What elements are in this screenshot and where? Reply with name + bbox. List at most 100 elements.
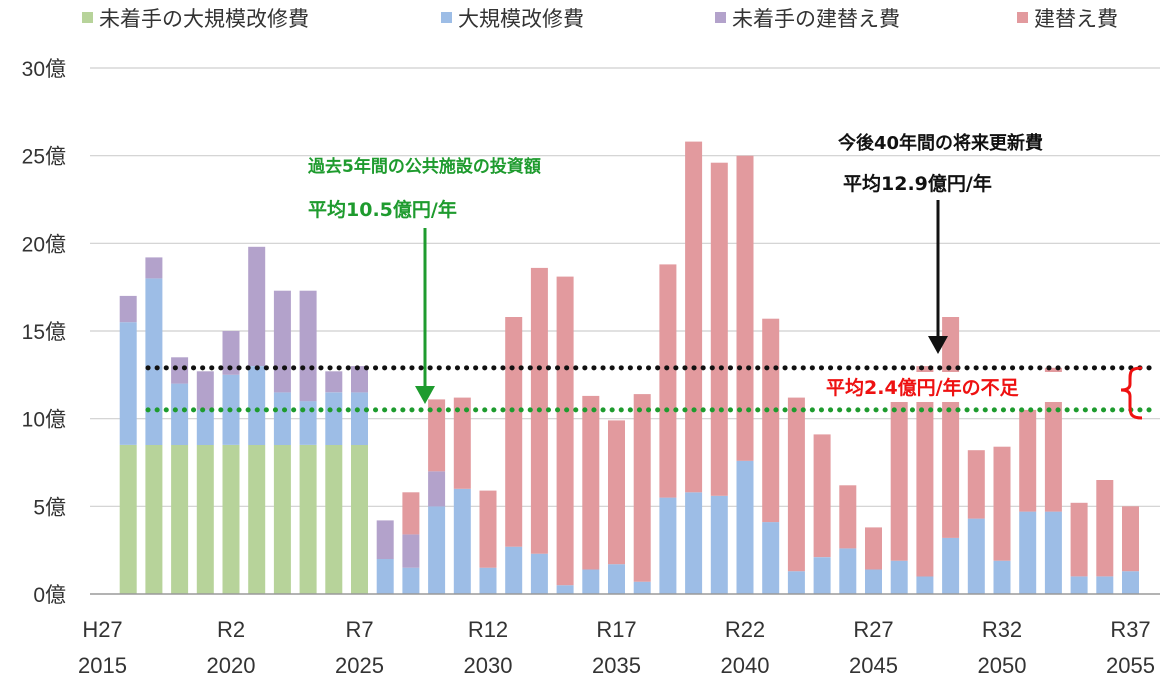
bar-segment <box>787 571 805 594</box>
gridlines <box>90 67 1160 507</box>
annotation-green-title: 過去5年間の公共施設の投資額 <box>308 156 541 177</box>
x-axis-ticks: H27 2015 R2 2020 R7 2025 R12 2030 R17 2035 R22 2040… <box>78 617 1155 678</box>
gap-brace-icon <box>1120 366 1143 420</box>
legend: 未着手の大規模改修費 大規模改修費 未着手の建替え費 建替え費 <box>82 7 1118 31</box>
bar-segment <box>1070 502 1088 577</box>
bar-segment <box>710 495 728 594</box>
bar-segment <box>479 567 497 594</box>
bar-segment <box>710 162 728 496</box>
x-tick-era-label: R32 <box>982 617 1022 642</box>
x-tick-era-label: R37 <box>1110 617 1150 642</box>
x-tick-era-label: R27 <box>853 617 893 642</box>
bar-segment <box>865 569 882 594</box>
bar-segment <box>171 383 189 445</box>
y-tick-label: 15億 <box>22 321 66 344</box>
bar-segment <box>942 317 960 538</box>
bar-segment <box>736 460 754 594</box>
annotation-black: 今後40年間の将来更新費 平均12.9億円/年 <box>838 132 1043 354</box>
bar-segment <box>736 155 754 461</box>
bar-segment <box>1096 480 1114 577</box>
legend-label: 建替え費 <box>1034 7 1118 31</box>
x-tick-era-label: R17 <box>596 617 636 642</box>
bar-segment <box>505 546 523 594</box>
annotation-black-arrow-head <box>928 336 948 354</box>
bar-segment <box>659 497 677 594</box>
y-tick-label: 5億 <box>33 496 66 519</box>
bar-segment <box>273 392 291 445</box>
reference-lines <box>145 365 1158 413</box>
bar-segment <box>608 564 625 594</box>
bar-segment <box>196 371 214 410</box>
bar-segment <box>248 246 266 366</box>
x-tick-era-label: R22 <box>725 617 765 642</box>
bar-segment <box>351 445 368 594</box>
bar-segment <box>376 520 394 559</box>
bar-segment <box>145 445 163 594</box>
bar-segment <box>273 445 291 594</box>
bar-segment <box>453 488 471 594</box>
x-tick-year-label: 2020 <box>207 653 256 678</box>
bar-segment <box>222 445 240 594</box>
bar-segment <box>145 278 163 445</box>
bar-segment <box>402 492 420 535</box>
bar-segment <box>967 450 985 519</box>
bar-segment <box>762 522 780 594</box>
bar-segment <box>813 434 831 558</box>
x-tick-era-label: R7 <box>345 617 373 642</box>
legend-label: 大規模改修費 <box>458 7 584 31</box>
bar-segment <box>299 445 317 594</box>
y-tick-label: 10億 <box>22 409 66 432</box>
bar-segment <box>428 399 446 472</box>
bar-segment <box>762 318 780 523</box>
x-tick-era-label: R2 <box>217 617 245 642</box>
legend-swatch <box>715 12 726 23</box>
annotation-red-background <box>820 372 1078 402</box>
annotation-green-average: 平均10.5億円/年 <box>308 198 457 221</box>
bar-segment <box>967 518 985 594</box>
bar-segment <box>402 534 420 568</box>
bar-segment <box>273 290 291 393</box>
y-tick-label: 30億 <box>22 58 66 81</box>
bar-segment <box>1019 511 1037 594</box>
bar-segment <box>505 317 523 547</box>
bar-segment <box>1096 576 1114 594</box>
bar-segment <box>865 527 882 570</box>
x-tick-year-label: 2055 <box>1106 653 1155 678</box>
bar-segment <box>659 264 677 498</box>
bar-segment <box>248 445 266 594</box>
bar-segment <box>171 445 189 594</box>
bar-segment <box>1044 367 1062 512</box>
legend-label: 未着手の建替え費 <box>732 7 900 31</box>
bar-segment <box>839 485 857 549</box>
bar-segment <box>325 371 343 393</box>
bar-segment <box>993 446 1011 561</box>
bar-segment <box>839 548 857 594</box>
bar-segment <box>813 557 831 594</box>
bar-segment <box>608 420 625 565</box>
bar-segment <box>351 392 368 445</box>
x-tick-year-label: 2035 <box>592 653 641 678</box>
bar-segment <box>1122 571 1139 594</box>
bar-segment <box>787 397 805 572</box>
bar-segment <box>325 445 343 594</box>
bar-segment <box>196 409 214 445</box>
y-axis-ticks: 0億 5億 10億 15億 20億 25億 30億 <box>22 58 66 607</box>
x-tick-year-label: 2040 <box>721 653 770 678</box>
bar-segment <box>351 366 368 393</box>
bar-segment <box>685 492 703 594</box>
bar-segment <box>993 560 1011 594</box>
bar-segment <box>196 445 214 594</box>
x-tick-year-label: 2050 <box>978 653 1027 678</box>
bar-segment <box>171 357 189 384</box>
legend-swatch <box>1017 12 1028 23</box>
bar-segment <box>890 560 908 594</box>
annotation-red-label: 平均2.4億円/年の不足 <box>826 376 1020 399</box>
y-tick-label: 0億 <box>33 584 66 607</box>
bar-segment <box>299 290 317 402</box>
x-tick-era-label: R12 <box>468 617 508 642</box>
bar-segment <box>119 445 137 594</box>
bar-segment <box>1122 506 1139 572</box>
bar-segment <box>942 537 960 594</box>
bar-segment <box>633 581 651 594</box>
